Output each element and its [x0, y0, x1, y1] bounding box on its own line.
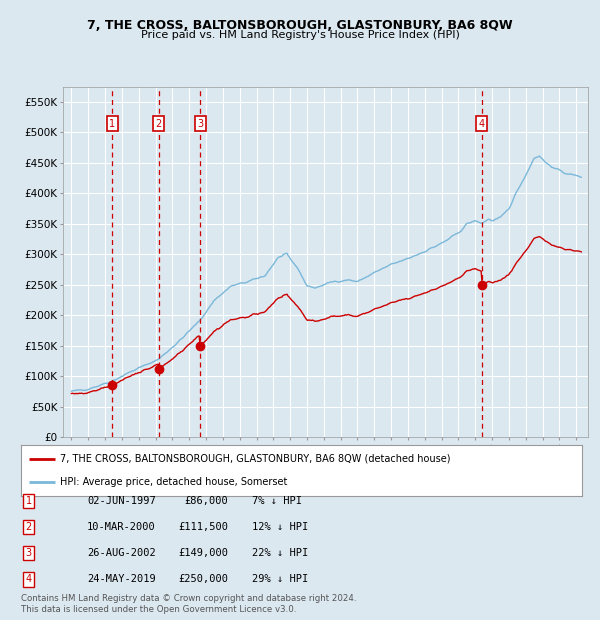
Text: 4: 4 — [479, 118, 485, 128]
Text: 4: 4 — [26, 574, 32, 584]
Text: 26-AUG-2002: 26-AUG-2002 — [87, 548, 156, 558]
Text: Contains HM Land Registry data © Crown copyright and database right 2024.: Contains HM Land Registry data © Crown c… — [21, 593, 356, 603]
Text: 7, THE CROSS, BALTONSBOROUGH, GLASTONBURY, BA6 8QW (detached house): 7, THE CROSS, BALTONSBOROUGH, GLASTONBUR… — [60, 454, 451, 464]
Text: 24-MAY-2019: 24-MAY-2019 — [87, 574, 156, 584]
Text: £149,000: £149,000 — [178, 548, 228, 558]
Text: 22% ↓ HPI: 22% ↓ HPI — [252, 548, 308, 558]
Text: 1: 1 — [109, 118, 115, 128]
Text: £250,000: £250,000 — [178, 574, 228, 584]
Text: 7% ↓ HPI: 7% ↓ HPI — [252, 496, 302, 506]
Text: Price paid vs. HM Land Registry's House Price Index (HPI): Price paid vs. HM Land Registry's House … — [140, 30, 460, 40]
Text: 1: 1 — [26, 496, 32, 506]
Text: 7, THE CROSS, BALTONSBOROUGH, GLASTONBURY, BA6 8QW: 7, THE CROSS, BALTONSBOROUGH, GLASTONBUR… — [87, 19, 513, 32]
Text: £111,500: £111,500 — [178, 522, 228, 532]
Text: £86,000: £86,000 — [184, 496, 228, 506]
Text: 3: 3 — [197, 118, 203, 128]
Text: 3: 3 — [26, 548, 32, 558]
Text: This data is licensed under the Open Government Licence v3.0.: This data is licensed under the Open Gov… — [21, 604, 296, 614]
Text: 2: 2 — [26, 522, 32, 532]
Text: 29% ↓ HPI: 29% ↓ HPI — [252, 574, 308, 584]
Text: 10-MAR-2000: 10-MAR-2000 — [87, 522, 156, 532]
Text: 2: 2 — [155, 118, 162, 128]
Text: 02-JUN-1997: 02-JUN-1997 — [87, 496, 156, 506]
Text: 12% ↓ HPI: 12% ↓ HPI — [252, 522, 308, 532]
Text: HPI: Average price, detached house, Somerset: HPI: Average price, detached house, Some… — [60, 477, 287, 487]
